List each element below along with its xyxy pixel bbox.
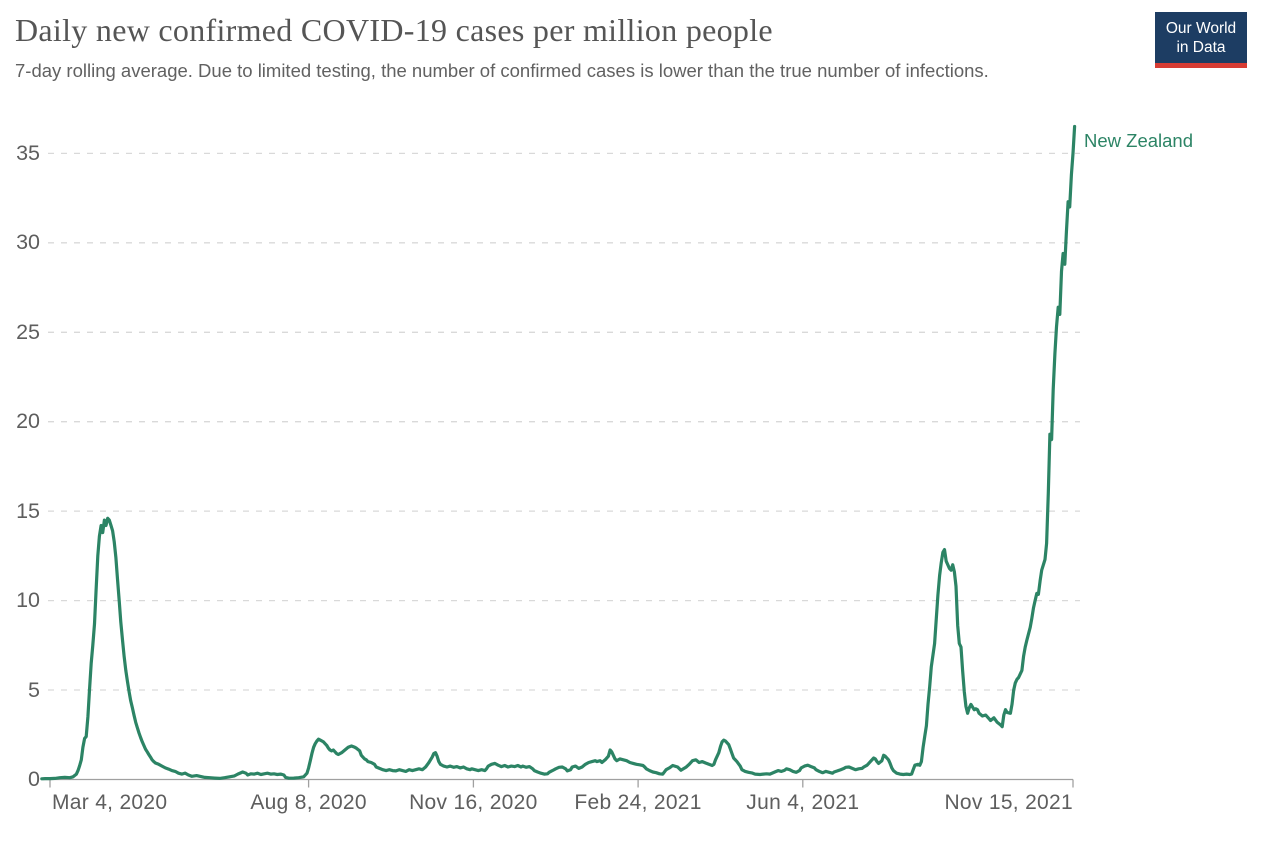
owid-logo-line1: Our World — [1165, 20, 1237, 37]
owid-logo-text: Our World in Data — [1155, 12, 1247, 63]
data-line-new-zealand — [40, 124, 1077, 781]
page-subtitle: 7-day rolling average. Due to limited te… — [15, 60, 989, 81]
owid-logo-line2: in Data — [1176, 39, 1226, 56]
series-label-new-zealand: New Zealand — [1084, 130, 1194, 151]
page-title: Daily new confirmed COVID-19 cases per m… — [15, 12, 773, 48]
owid-logo-accent-bar — [1155, 63, 1247, 68]
owid-logo: Our World in Data — [1155, 12, 1247, 68]
